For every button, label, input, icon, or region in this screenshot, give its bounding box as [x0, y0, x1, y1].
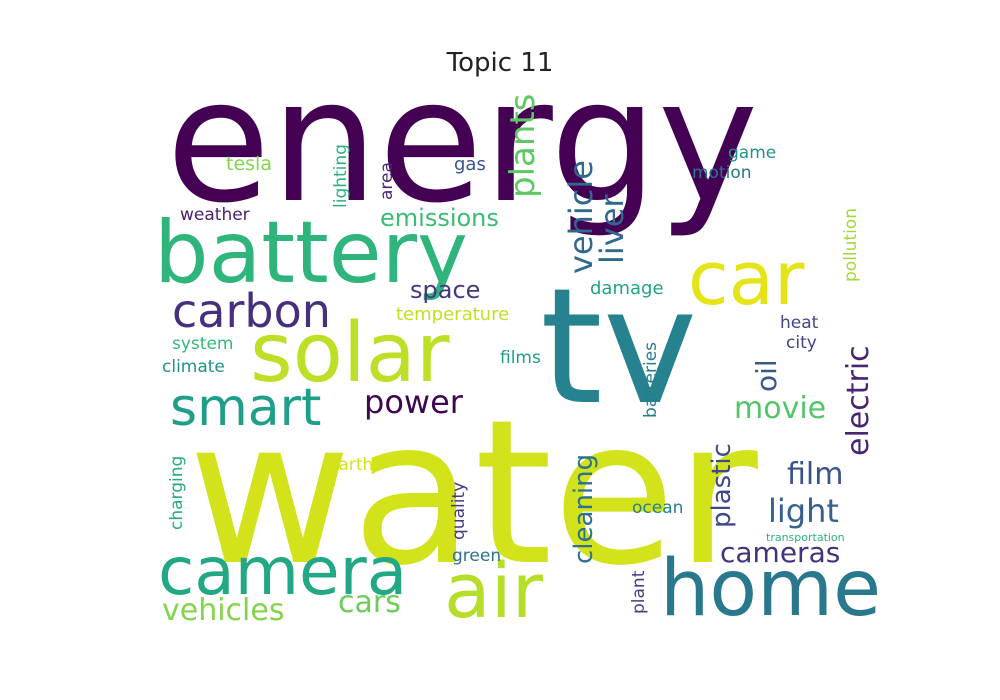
word-lighting: lighting [331, 144, 351, 208]
word-green: green [452, 546, 501, 566]
word-cleaning: cleaning [569, 454, 599, 564]
word-film: film [787, 457, 843, 492]
word-emissions: emissions [380, 204, 499, 232]
word-liver: liver [593, 194, 631, 264]
word-city: city [786, 333, 817, 353]
word-movie: movie [734, 391, 826, 426]
word-climate: climate [162, 357, 225, 377]
word-space: space [410, 276, 480, 304]
word-system: system [172, 334, 233, 354]
word-water: water [188, 377, 759, 610]
word-air: air [444, 546, 544, 635]
word-damage: damage [590, 278, 664, 299]
word-plants: plants [503, 94, 543, 198]
word-weather: weather [180, 205, 250, 225]
word-game: game [728, 143, 776, 163]
word-quality: quality [449, 482, 469, 540]
word-heat: heat [780, 313, 819, 333]
word-car: car [688, 236, 805, 322]
word-electric: electric [841, 345, 876, 456]
chart-title: Topic 11 [446, 48, 554, 78]
word-batteries: batteries [641, 342, 661, 418]
word-camera: camera [158, 533, 407, 610]
word-transportation: transportation [766, 531, 845, 544]
word-films: films [500, 348, 541, 368]
word-power: power [364, 383, 464, 421]
word-light: light [768, 492, 839, 530]
word-charging: charging [167, 456, 187, 530]
word-tv: tv [540, 253, 697, 440]
word-solar: solar [250, 306, 450, 401]
word-area: area [377, 162, 397, 200]
word-smart: smart [170, 378, 321, 438]
word-tesla: tesla [226, 153, 272, 175]
word-pollution: pollution [841, 208, 861, 282]
word-battery: battery [154, 203, 468, 303]
word-gas: gas [454, 154, 486, 175]
word-plastic: plastic [707, 443, 737, 528]
word-ocean: ocean [632, 498, 683, 518]
word-cars: cars [338, 585, 401, 620]
word-energy: energy [166, 43, 758, 241]
word-carbon: carbon [172, 284, 331, 338]
word-earth: earth [328, 455, 373, 475]
word-cameras: cameras [720, 536, 840, 569]
word-temperature: temperature [396, 304, 509, 325]
word-oil: oil [750, 359, 783, 392]
word-motion: motion [692, 163, 752, 183]
word-vehicles: vehicles [162, 593, 284, 628]
word-vehicle: vehicle [562, 160, 600, 274]
word-plant: plant [629, 570, 649, 614]
word-home: home [660, 544, 881, 634]
